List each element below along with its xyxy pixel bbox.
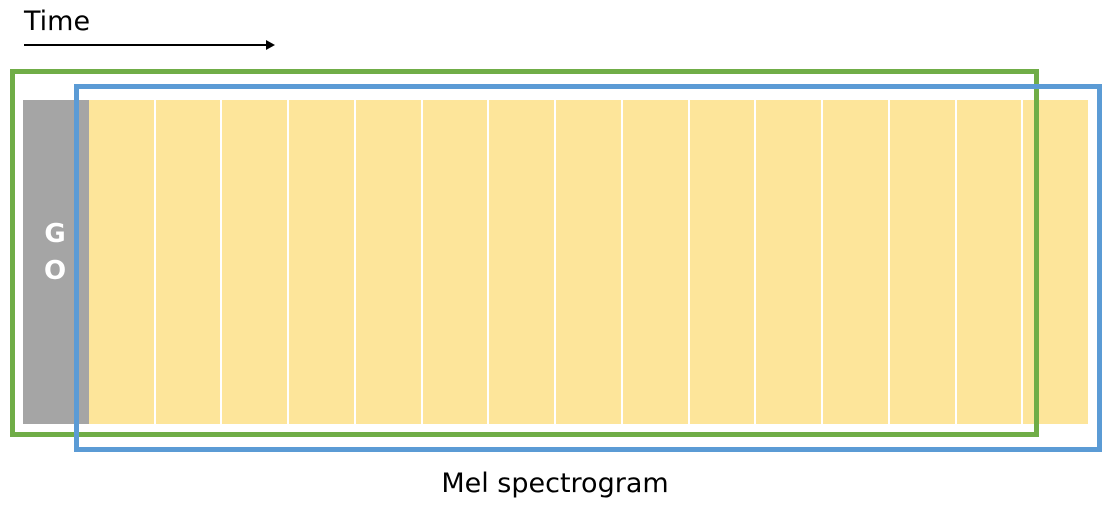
spectrogram-frame: [754, 100, 822, 424]
mel-spectrogram-caption: Mel spectrogram: [441, 468, 669, 499]
input-window-box: [10, 69, 1039, 437]
spectrogram-frame: [287, 100, 354, 424]
spectrogram-frame: [487, 100, 555, 424]
time-arrow-icon: [24, 40, 275, 50]
spectrogram-frame: [687, 100, 755, 424]
spectrogram-frame: [954, 100, 1022, 424]
go-token-label: G O: [23, 216, 89, 290]
spectrogram-frame: [153, 100, 221, 424]
spectrogram-frame: [220, 100, 288, 424]
spectrogram-frames: [89, 100, 1089, 424]
go-letter-g: G: [44, 219, 66, 249]
spectrogram-frame: [887, 100, 955, 424]
spectrogram-frame: [89, 100, 154, 424]
spectrogram-frame: [420, 100, 488, 424]
go-letter-o: O: [43, 256, 67, 286]
spectrogram-frame: [554, 100, 621, 424]
spectrogram-frame: [1021, 100, 1089, 424]
spectrogram-frame: [620, 100, 688, 424]
time-label: Time: [24, 6, 91, 37]
spectrogram-frame: [821, 100, 888, 424]
target-window-box: [74, 84, 1102, 452]
spectrogram-frame: [353, 100, 421, 424]
